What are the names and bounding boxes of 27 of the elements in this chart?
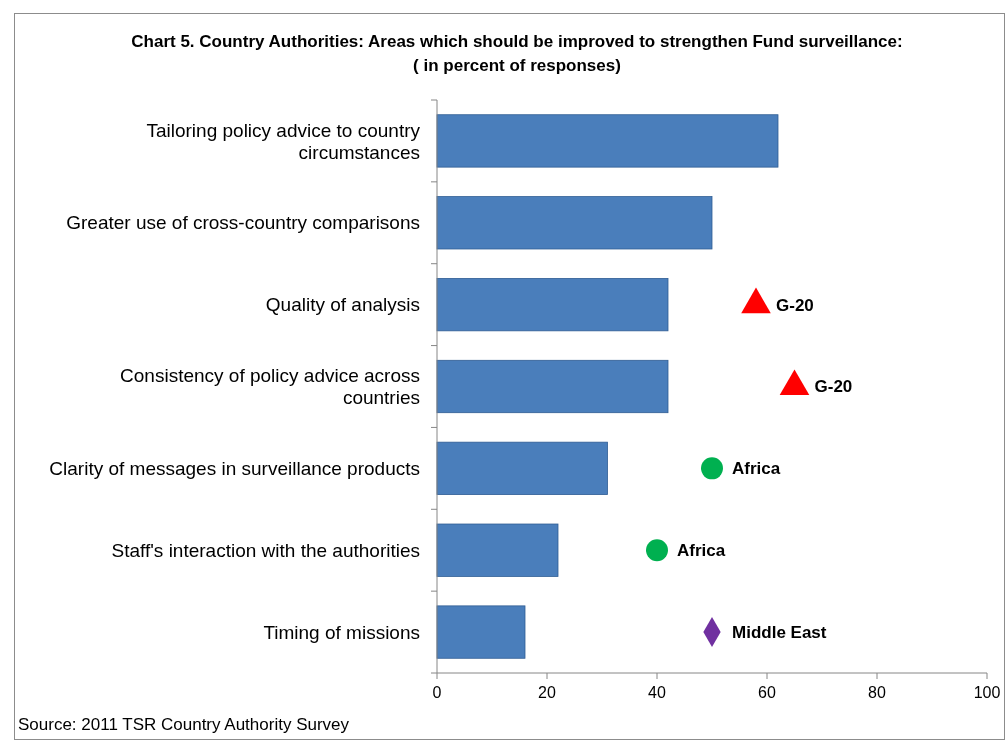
bar	[436, 196, 713, 250]
bar	[436, 441, 608, 495]
series-label: G-20	[776, 295, 814, 315]
bar	[436, 359, 669, 414]
y-tick-label: Timing of missions	[263, 621, 420, 643]
y-tick-label: Clarity of messages in surveillance products	[49, 458, 420, 480]
bar	[436, 605, 526, 659]
chart-title: Chart 5. Country Authorities: Areas which should be improved to strengthen Fund surveillance: ( in percent of responses)	[131, 32, 903, 75]
x-tick-label: 0	[432, 684, 442, 701]
x-tick-label: 100	[973, 684, 1001, 701]
bar	[436, 278, 669, 332]
text: G-20	[814, 377, 853, 397]
source-note: Source: 2011 TSR Country Authority Survey	[18, 715, 350, 734]
y-tick-label: Quality of analysis	[265, 294, 420, 316]
x-tick-label: 40	[648, 684, 666, 701]
text: Africa	[732, 459, 781, 479]
bar	[436, 523, 559, 577]
x-tick-label: 80	[868, 684, 886, 701]
series-label: Middle East	[732, 623, 827, 643]
y-tick-label: Staff's interaction with the authorities	[111, 539, 420, 561]
y-tick-label: Tailoring policy advice to country circumstances	[146, 119, 421, 163]
bar	[436, 114, 779, 168]
series-label: Africa	[677, 541, 726, 561]
x-tick-label: 20	[538, 684, 556, 701]
y-tick-label: Consistency of policy advice across countries	[120, 365, 420, 409]
y-tick-label: Greater use of cross-country comparisons	[66, 212, 420, 234]
x-tick-label: 60	[758, 684, 776, 701]
